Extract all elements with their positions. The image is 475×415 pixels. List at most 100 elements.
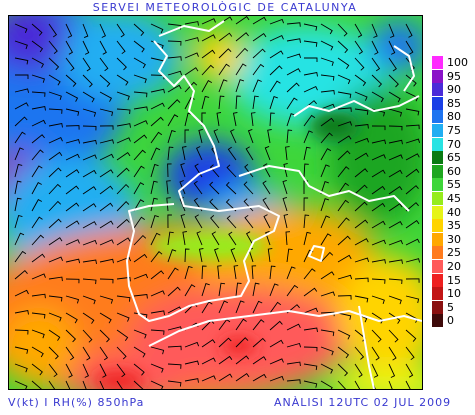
wind-barb [201,64,215,76]
wind-barb [14,163,23,178]
wind-barb [337,295,352,300]
wind-barb [388,74,399,88]
wind-barb [201,357,216,365]
wind-barb [65,329,77,343]
wind-barb [14,214,23,229]
wind-barb [263,214,271,229]
wind-barb [133,106,148,111]
wind-barb [371,363,379,378]
wind-barb [252,63,265,76]
wind-barb [247,128,254,144]
legend-label: 95 [447,69,461,83]
wind-barb [150,163,159,178]
wind-barb [184,81,198,93]
wind-barb [133,199,145,212]
wind-barb [14,346,29,354]
wind-barb [405,74,417,87]
wind-barb [133,57,146,69]
analysis-time-label: ANÀLISI 12UTC 02 JUL 2009 [274,396,452,409]
legend-swatch [432,232,443,246]
wind-barb [184,67,199,76]
wind-barb [337,363,349,377]
wind-barb [31,74,45,83]
wind-barb [116,40,126,55]
wind-barb [354,277,369,283]
wind-barb [201,375,216,382]
wind-barb [304,57,318,62]
wind-barb [303,146,311,161]
wind-barb [269,18,285,25]
wind-barb [14,102,29,110]
legend-swatch [432,246,443,260]
wind-barb [167,214,172,229]
wind-barb [116,276,131,282]
wind-barb [179,180,186,195]
wind-barb [65,23,73,38]
wind-barb [99,202,114,212]
wind-barb [252,282,260,297]
wind-barb [337,40,349,54]
wind-barb [354,91,368,101]
wind-barb [82,91,95,103]
wind-barb [388,125,403,131]
wind-barb [150,23,164,34]
wind-barb [133,91,148,98]
wind-barb [48,183,62,195]
wind-barb [99,363,107,378]
wind-barb [283,213,289,229]
wind-barb [116,218,130,229]
wind-barb [167,114,179,127]
legend-swatch [432,300,443,314]
wind-barb [337,235,351,246]
wind-barb [48,256,64,263]
wind-barb [31,273,46,280]
wind-barb [213,129,220,144]
wind-barb [65,278,80,284]
legend-label: 75 [447,124,461,137]
wind-barb [388,346,397,361]
wind-barb [218,282,226,297]
wind-barb [99,185,114,195]
wind-barb [133,363,145,376]
wind-barb [116,237,131,246]
wind-barbs [14,16,421,389]
wind-barb [99,40,107,55]
wind-barb [320,164,330,178]
wind-barb [31,329,45,339]
wind-barb [371,278,386,284]
wind-barb [31,253,46,263]
wind-barb [167,380,182,387]
wind-barb [269,96,278,110]
humidity-wind-map [8,15,423,390]
wind-barb [48,57,60,71]
wind-barb [337,329,351,340]
wind-barb [14,131,26,144]
wind-barb [184,37,200,42]
wind-barb [116,295,131,302]
wind-barb [269,50,284,59]
wind-barb [82,125,97,131]
wind-barb [269,358,284,365]
legend-label: 70 [447,137,461,151]
wind-barb [116,151,131,161]
wind-barb [405,219,420,229]
wind-barb [14,329,29,335]
wind-barb [320,380,333,389]
wind-barb [166,197,171,212]
wind-barb [286,22,301,27]
wind-barb [235,79,245,93]
wind-barb [320,23,333,35]
wind-barb [116,256,132,263]
wind-barb [116,23,125,38]
wind-barb [320,346,334,356]
wind-barb [337,346,350,359]
wind-barb [245,146,254,161]
wind-barb [65,202,80,212]
wind-barb [82,380,87,389]
wind-barb [133,165,145,178]
wind-barb [116,74,129,86]
wind-barb [320,251,334,263]
wind-barb [99,125,114,130]
wind-barb [218,355,233,365]
wind-barb [116,123,131,128]
